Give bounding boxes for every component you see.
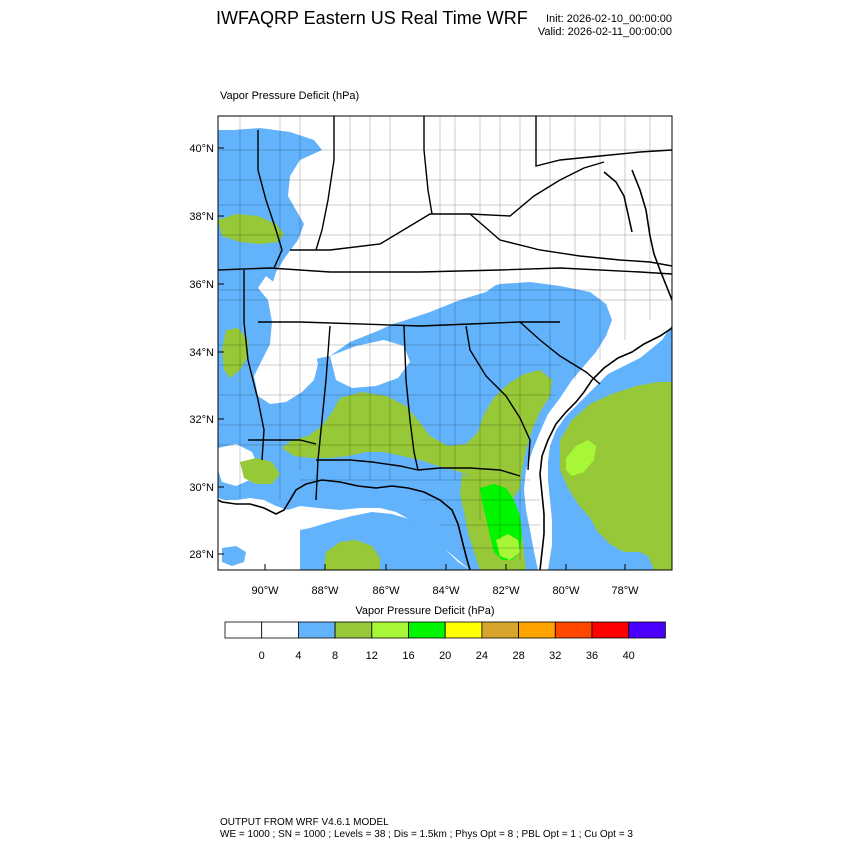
mississippi-green [222, 328, 248, 378]
lat-label-28n: 28°N [189, 549, 214, 561]
lat-label-30n: 30°N [189, 482, 214, 494]
field-label: Vapor Pressure Deficit (hPa) [220, 90, 360, 102]
colorbar-tick-label: 32 [549, 650, 561, 662]
lon-label-90w: 90°W [251, 585, 279, 597]
colorbar-swatch [554, 621, 593, 639]
colorbar-tick-label: 12 [366, 650, 378, 662]
run-times: Init: 2026-02-10_00:00:00 Valid: 2026-02… [538, 13, 672, 39]
lon-label-88w: 88°W [311, 585, 339, 597]
lat-label-32n: 32°N [189, 414, 214, 426]
state-boundaries [218, 116, 672, 501]
lat-label-34n: 34°N [189, 347, 214, 359]
map-frame [217, 115, 673, 571]
florida-light-green-patch [496, 534, 520, 560]
lat-label-36n: 36°N [189, 279, 214, 291]
init-time: Init: 2026-02-10_00:00:00 [546, 13, 672, 25]
colorbar-swatch [261, 621, 299, 639]
colorbar-tick-labels: 0 4 8 12 16 20 24 28 32 36 40 [259, 650, 635, 662]
atlantic-green [560, 382, 672, 570]
lon-ticks [264, 564, 626, 570]
colorbar-swatch [628, 621, 666, 639]
map-panel [218, 116, 672, 570]
colorbar-tick-label: 16 [402, 650, 414, 662]
atlantic-light-green [566, 440, 596, 476]
footer-model-line: OUTPUT FROM WRF V4.6.1 MODEL [220, 817, 389, 828]
colorbar-tick-label: 40 [623, 650, 635, 662]
colorbar-tick-label: 24 [476, 650, 488, 662]
colorbar-swatch [371, 621, 409, 639]
colorbar-swatch [591, 621, 630, 639]
mississippi-white-patch [254, 276, 318, 404]
lon-label-78w: 78°W [611, 585, 639, 597]
gulf-green [324, 540, 380, 570]
colorbar-swatch [224, 621, 263, 639]
colorbar-tick-label: 20 [439, 650, 451, 662]
colorbar-tick-label: 8 [332, 650, 338, 662]
lon-label-82w: 82°W [492, 585, 520, 597]
lon-label-86w: 86°W [372, 585, 400, 597]
valid-time: Valid: 2026-02-11_00:00:00 [537, 26, 672, 38]
lat-label-38n: 38°N [189, 211, 214, 223]
lon-label-84w: 84°W [432, 585, 460, 597]
colorbar-tick-label: 0 [259, 650, 265, 662]
colorbar-swatch [408, 621, 446, 639]
colorbar-swatch [297, 621, 336, 639]
lon-label-80w: 80°W [552, 585, 580, 597]
gulf-west-vpd-fill [222, 546, 246, 566]
illinois-green [218, 214, 284, 244]
footer-config-line: WE = 1000 ; SN = 1000 ; Levels = 38 ; Di… [220, 829, 633, 840]
colorbar-tick-label: 28 [512, 650, 524, 662]
county-boundaries [218, 116, 672, 560]
louisiana-green [240, 458, 280, 484]
lat-label-40n: 40°N [189, 143, 214, 155]
model-footer: OUTPUT FROM WRF V4.6.1 MODEL WE = 1000 ;… [220, 817, 633, 841]
colorbar-swatch [518, 621, 556, 639]
colorbar-tick-label: 36 [586, 650, 598, 662]
colorbar [224, 621, 666, 639]
colorbar-title: Vapor Pressure Deficit (hPa) [355, 605, 495, 617]
colorbar-swatch [481, 621, 519, 639]
colorbar-tick-label: 4 [295, 650, 301, 662]
colorbar-swatch [334, 621, 373, 639]
coastline [218, 169, 672, 570]
map-title: IWFAQRP Eastern US Real Time WRF [216, 8, 528, 28]
colorbar-swatch [444, 621, 483, 639]
georgia-vpd-green [282, 370, 552, 500]
lat-ticks [218, 147, 224, 555]
